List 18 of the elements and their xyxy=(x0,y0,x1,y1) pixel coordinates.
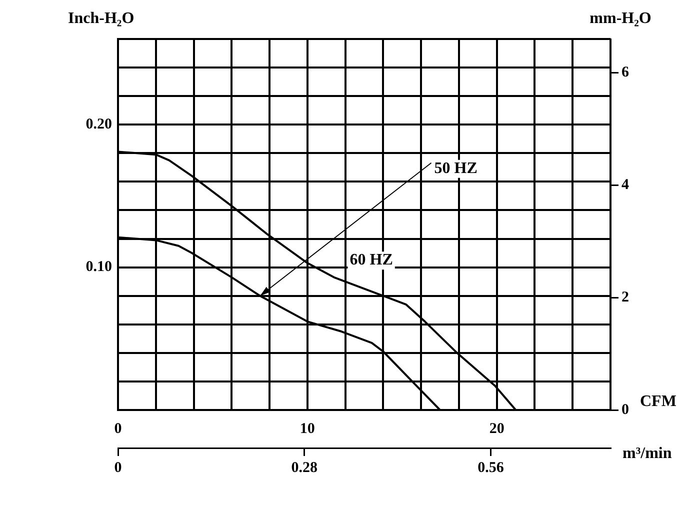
x2-tick-label: 0 xyxy=(114,460,122,476)
text: 50 HZ xyxy=(434,160,478,177)
y2-tick-label: 0 xyxy=(622,402,629,418)
x2-axis-title: m³/min xyxy=(622,445,672,462)
x-axis-title: CFM xyxy=(640,393,676,410)
x-tick-label: 20 xyxy=(489,420,504,437)
y2-tick-label: 4 xyxy=(622,177,630,194)
y2-tick-label: 2 xyxy=(622,289,629,306)
y2-axis-title: mm-H₂O xyxy=(590,10,652,28)
y-tick-label: 0.20 xyxy=(86,116,112,132)
x2-tick-label: 0.28 xyxy=(291,460,318,476)
y2-tick-label: 6 xyxy=(622,64,630,81)
y-tick-label: 0.10 xyxy=(86,259,112,276)
y-axis-title: Inch-H₂O xyxy=(68,10,134,28)
x2-tick-label: 0.56 xyxy=(478,460,504,476)
x-tick-label: 10 xyxy=(300,420,315,437)
series-label: 60 HZ xyxy=(350,252,393,269)
x-tick-label: 0 xyxy=(114,420,122,437)
